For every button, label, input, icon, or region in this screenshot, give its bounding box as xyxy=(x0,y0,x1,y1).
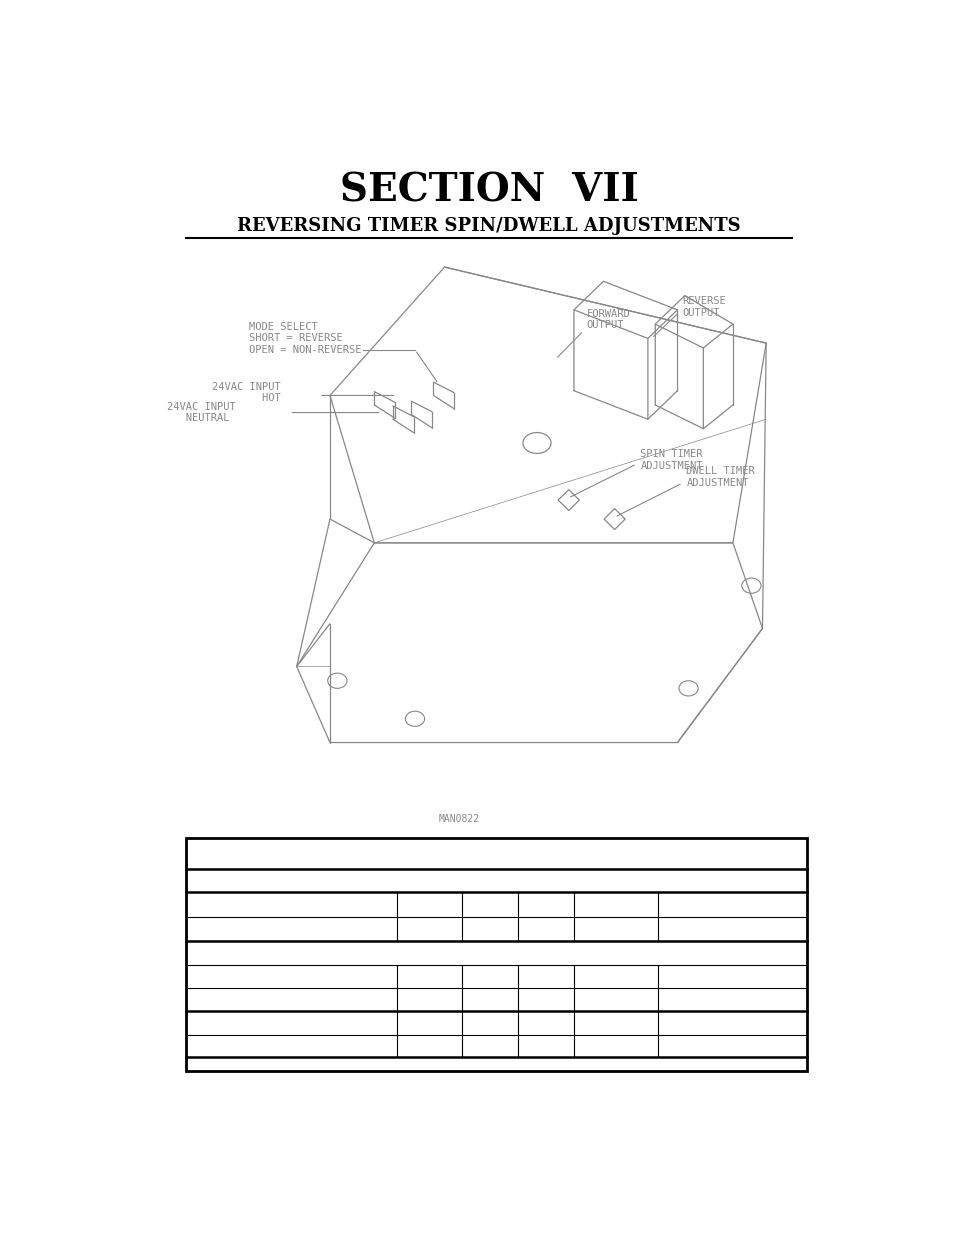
Text: REVERSING TIMER SPIN/DWELL ADJUSTMENTS: REVERSING TIMER SPIN/DWELL ADJUSTMENTS xyxy=(237,217,740,235)
Text: MAN0822: MAN0822 xyxy=(438,814,479,824)
Text: 24VAC INPUT
        HOT: 24VAC INPUT HOT xyxy=(212,382,280,404)
Text: SPIN TIMER
ADJUSTMENT: SPIN TIMER ADJUSTMENT xyxy=(639,450,702,471)
Text: REVERSE
OUTPUT: REVERSE OUTPUT xyxy=(682,296,725,317)
Text: MODE SELECT
SHORT = REVERSE
OPEN = NON-REVERSE: MODE SELECT SHORT = REVERSE OPEN = NON-R… xyxy=(249,322,361,354)
Bar xyxy=(186,837,806,1071)
Text: FORWARD
OUTPUT: FORWARD OUTPUT xyxy=(586,309,630,330)
Text: SECTION  VII: SECTION VII xyxy=(339,172,638,210)
Text: DWELL TIMER
ADJUSTMENT: DWELL TIMER ADJUSTMENT xyxy=(685,467,754,488)
Text: 24VAC INPUT
   NEUTRAL: 24VAC INPUT NEUTRAL xyxy=(167,401,235,424)
